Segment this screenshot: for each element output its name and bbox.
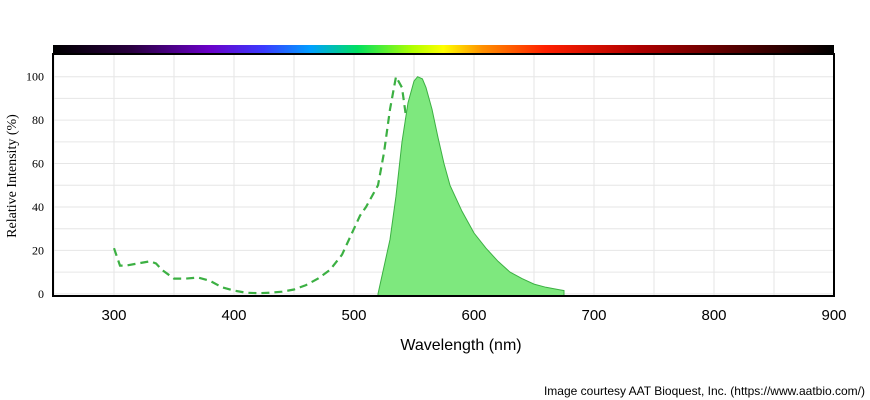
y-tick-label: 20 — [32, 243, 44, 257]
plot-frame — [52, 53, 835, 297]
x-tick-label: 600 — [461, 307, 486, 324]
x-tick-label: 700 — [581, 307, 606, 324]
annotation: Image courtesy AAT Bioquest, Inc. (https… — [544, 384, 865, 398]
spectrum-bar — [53, 45, 834, 54]
y-axis-label: Relative Intensity (%) — [5, 114, 20, 238]
x-tick-label: 400 — [221, 307, 246, 324]
x-axis-label: Wavelength (nm) — [400, 337, 521, 354]
area — [377, 76, 565, 297]
x-tick-label: 300 — [101, 307, 126, 324]
y-tick-label: 100 — [26, 70, 44, 84]
y-tick-label: 0 — [38, 287, 44, 301]
y-tick-label: 40 — [32, 200, 44, 214]
x-tick-label: 800 — [701, 307, 726, 324]
x-tick-label: 500 — [341, 307, 366, 324]
x-tick-label: 900 — [821, 307, 846, 324]
y-tick-label: 60 — [32, 157, 44, 171]
y-tick-label: 80 — [32, 113, 44, 127]
